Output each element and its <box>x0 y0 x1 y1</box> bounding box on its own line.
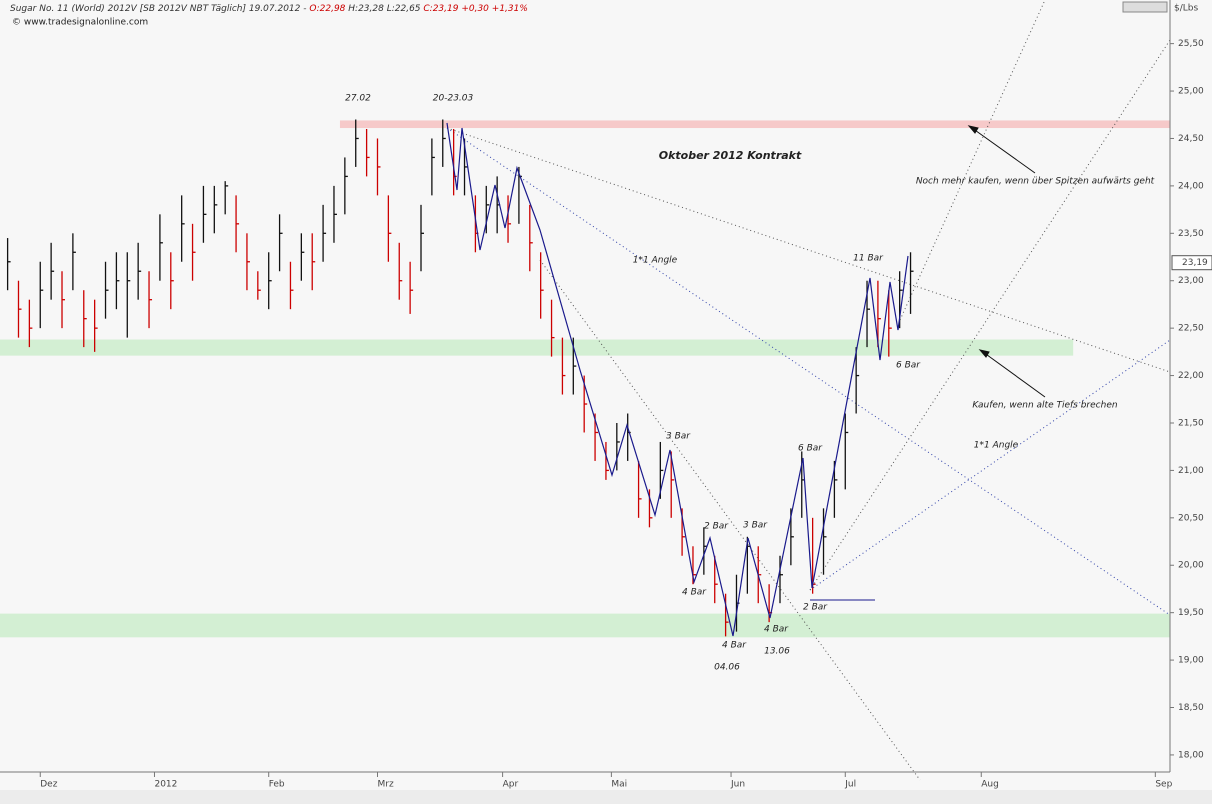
zigzag <box>446 122 909 637</box>
y-tick-label: 18,50 <box>1178 703 1204 713</box>
x-tick-label: Jul <box>844 780 856 790</box>
y-tick-label: 22,50 <box>1178 324 1204 334</box>
zone <box>339 120 1171 129</box>
header-part: H:23,28 L:22,65 <box>345 4 423 14</box>
x-tick-label: 2012 <box>154 780 177 790</box>
annotation: 13.06 <box>764 647 790 657</box>
header-part: C:23,19 +0,30 +1,31% <box>423 4 528 14</box>
source: © www.tradesignalonline.com <box>12 18 148 28</box>
annotation: 2 Bar <box>704 522 729 532</box>
y-tick-label: 25,00 <box>1178 87 1204 97</box>
y-tick-label: 24,00 <box>1178 181 1204 191</box>
annotation: Kaufen, wenn alte Tiefs brechen <box>972 401 1117 411</box>
y-tick-label: 19,50 <box>1178 608 1204 618</box>
y-tick-label: 22,00 <box>1178 371 1204 381</box>
arrow <box>971 127 1036 174</box>
x-tick-label: Feb <box>269 780 285 790</box>
annotation: Oktober 2012 Kontrakt <box>659 149 802 162</box>
annotation: 3 Bar <box>743 521 768 531</box>
y-tick-label: 24,50 <box>1178 134 1204 144</box>
x-tick-label: Dez <box>40 780 57 790</box>
annotation: 2 Bar <box>803 603 828 613</box>
arrows <box>967 125 1046 398</box>
zone <box>0 613 1170 638</box>
x-tick-label: Aug <box>981 780 999 790</box>
zone <box>0 339 1074 356</box>
annotation: 6 Bar <box>798 444 823 454</box>
x-tick-label: Sep <box>1155 780 1172 790</box>
annotation: 4 Bar <box>722 641 747 651</box>
y-tick-label: 23,00 <box>1178 276 1204 286</box>
arrow-head <box>978 349 990 358</box>
annotation: 1*1 Angle <box>974 441 1019 451</box>
unit: $/Lbs <box>1174 4 1198 14</box>
annotation: 20-23.03 <box>433 94 474 104</box>
x-tick-label: Mai <box>611 780 627 790</box>
y-tick-label: 19,00 <box>1178 656 1204 666</box>
y-tick-label: 18,00 <box>1178 750 1204 760</box>
last-price-box <box>1171 255 1212 271</box>
annotation: 4 Bar <box>764 625 789 635</box>
y-tick-label: 23,50 <box>1178 229 1204 239</box>
trend-line <box>539 259 921 781</box>
scrollbar <box>0 790 1212 804</box>
annotation: 4 Bar <box>682 588 707 598</box>
header-part: O:22,98 <box>309 4 345 14</box>
annotation: 1*1 Angle <box>633 256 678 266</box>
annotation: 11 Bar <box>853 254 884 264</box>
trend-line <box>809 39 1171 591</box>
annotation: Noch mehr kaufen, wenn über Spitzen aufw… <box>916 177 1155 187</box>
toolbar[interactable] <box>1122 1 1168 13</box>
header-part: Sugar No. 11 (World) 2012V [SB 2012V NBT… <box>10 4 309 14</box>
header: Sugar No. 11 (World) 2012V [SB 2012V NBT… <box>10 4 528 14</box>
trend-line <box>899 0 1046 321</box>
trend-lines <box>446 0 1171 781</box>
toolbar-buttons[interactable] <box>1122 1 1168 13</box>
annotation: 3 Bar <box>666 432 691 442</box>
annotation: 04.06 <box>714 663 740 673</box>
x-tick-label: Apr <box>503 780 519 790</box>
arrow <box>982 351 1046 398</box>
annotation: 27.02 <box>345 94 371 104</box>
y-tick-label: 20,00 <box>1178 561 1204 571</box>
y-tick-label: 21,50 <box>1178 418 1204 428</box>
last-price-label: 23,19 <box>1182 258 1208 268</box>
x-tick-label: Mrz <box>377 780 393 790</box>
x-tick-label: Jun <box>730 780 745 790</box>
annotation: 6 Bar <box>896 361 921 371</box>
y-tick-label: 25,50 <box>1178 39 1204 49</box>
y-tick-label: 21,00 <box>1178 466 1204 476</box>
y-tick-label: 20,50 <box>1178 513 1204 523</box>
arrow-head <box>967 125 979 134</box>
